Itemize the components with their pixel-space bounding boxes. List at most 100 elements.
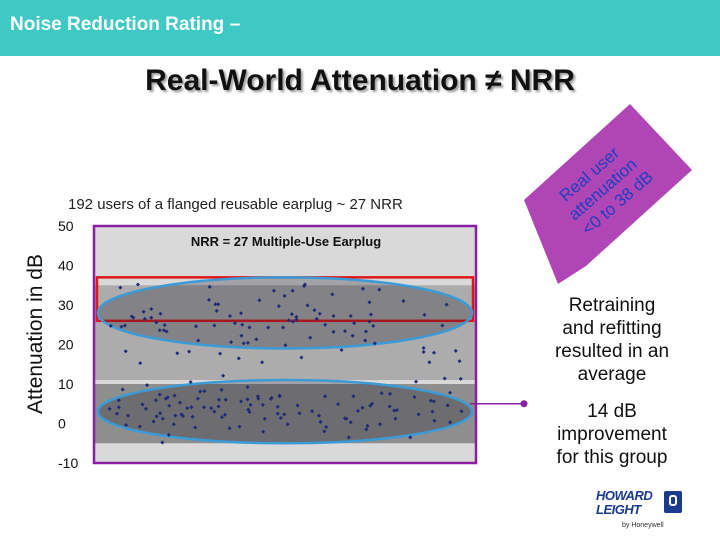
data-point <box>283 343 288 348</box>
data-point <box>440 323 445 328</box>
side-note-line: and refitting <box>562 318 662 339</box>
data-point <box>371 323 376 328</box>
data-point <box>209 406 214 411</box>
data-point <box>393 416 398 421</box>
data-point <box>350 333 355 338</box>
data-point <box>123 349 128 354</box>
data-point <box>108 323 113 328</box>
header-bar: Noise Reduction Rating – <box>0 0 720 56</box>
data-point <box>131 315 136 320</box>
data-point <box>149 306 154 311</box>
data-point <box>278 415 283 420</box>
data-point <box>166 432 171 437</box>
data-point <box>122 323 127 328</box>
data-point <box>297 411 302 416</box>
data-point <box>138 361 143 366</box>
data-point <box>202 389 207 394</box>
data-point <box>119 324 124 329</box>
data-point <box>172 393 177 398</box>
plot-border <box>92 224 478 465</box>
data-point <box>125 413 130 418</box>
data-point <box>256 396 261 401</box>
data-point <box>207 284 212 289</box>
logo-text-leight: LEIGHT <box>596 502 641 517</box>
data-point <box>322 429 327 434</box>
data-point <box>360 405 365 410</box>
data-point <box>442 376 447 381</box>
data-point <box>247 410 252 415</box>
data-point <box>247 325 252 330</box>
data-point <box>378 422 383 427</box>
data-point <box>223 397 228 402</box>
data-point <box>275 411 280 416</box>
chart-inner-label: NRR = 27 Multiple-Use Earplug <box>191 234 381 249</box>
callout-banner: Real user attenuation <0 to 38 dB <box>524 104 692 284</box>
data-point <box>206 297 211 302</box>
data-point <box>135 282 140 287</box>
data-point <box>218 351 223 356</box>
data-point <box>291 319 296 324</box>
data-point <box>173 413 178 418</box>
side-note-line: improvement <box>557 424 667 445</box>
data-point <box>195 396 200 401</box>
data-point <box>216 397 221 402</box>
data-point <box>387 404 392 409</box>
connector-dot <box>520 400 528 408</box>
data-point <box>421 346 426 351</box>
upper-band <box>94 285 476 381</box>
side-note-paragraph-1: Retraining and refitting resulted in an … <box>530 294 694 386</box>
data-point <box>116 405 121 410</box>
data-point <box>459 409 464 414</box>
data-point <box>364 427 369 432</box>
data-point <box>107 406 112 411</box>
data-point <box>282 412 287 417</box>
data-point <box>165 395 170 400</box>
data-point <box>248 402 253 407</box>
highlight-ellipse-2 <box>96 378 474 445</box>
data-point <box>245 340 250 345</box>
data-point <box>342 329 347 334</box>
data-point <box>339 348 344 353</box>
data-point <box>367 319 372 324</box>
data-point <box>281 325 286 330</box>
data-point <box>276 304 281 309</box>
data-point <box>213 302 218 307</box>
y-tick-label: 30 <box>58 297 74 313</box>
data-point <box>137 424 142 429</box>
data-point <box>453 348 458 353</box>
data-point <box>290 288 295 293</box>
data-point <box>394 408 399 413</box>
data-point <box>308 335 313 340</box>
data-point <box>348 420 353 425</box>
data-point <box>158 411 163 416</box>
data-point <box>266 325 271 330</box>
data-point <box>379 391 384 396</box>
data-point <box>323 394 328 399</box>
data-point <box>428 398 433 403</box>
data-point <box>227 426 232 431</box>
data-point <box>116 398 121 403</box>
data-point <box>416 412 421 417</box>
data-point <box>160 416 165 421</box>
data-point <box>344 416 349 421</box>
howard-leight-logo: HOWARD LEIGHT by Honeywell <box>596 486 706 534</box>
data-point <box>124 423 129 428</box>
header-title: Noise Reduction Rating – <box>10 14 241 35</box>
data-point <box>202 405 207 410</box>
data-point <box>363 338 368 343</box>
data-point <box>367 300 372 305</box>
data-point <box>114 411 119 416</box>
side-note-line: for this group <box>556 447 668 468</box>
data-point <box>143 406 148 411</box>
data-point <box>324 425 329 430</box>
data-point <box>140 402 145 407</box>
data-point <box>198 389 203 394</box>
data-point <box>331 314 336 319</box>
y-tick-label: 0 <box>58 416 66 432</box>
data-point <box>185 406 190 411</box>
banner-shape <box>524 104 692 284</box>
data-point <box>260 360 265 365</box>
data-point <box>314 316 319 321</box>
data-point <box>257 298 262 303</box>
data-point <box>401 299 406 304</box>
